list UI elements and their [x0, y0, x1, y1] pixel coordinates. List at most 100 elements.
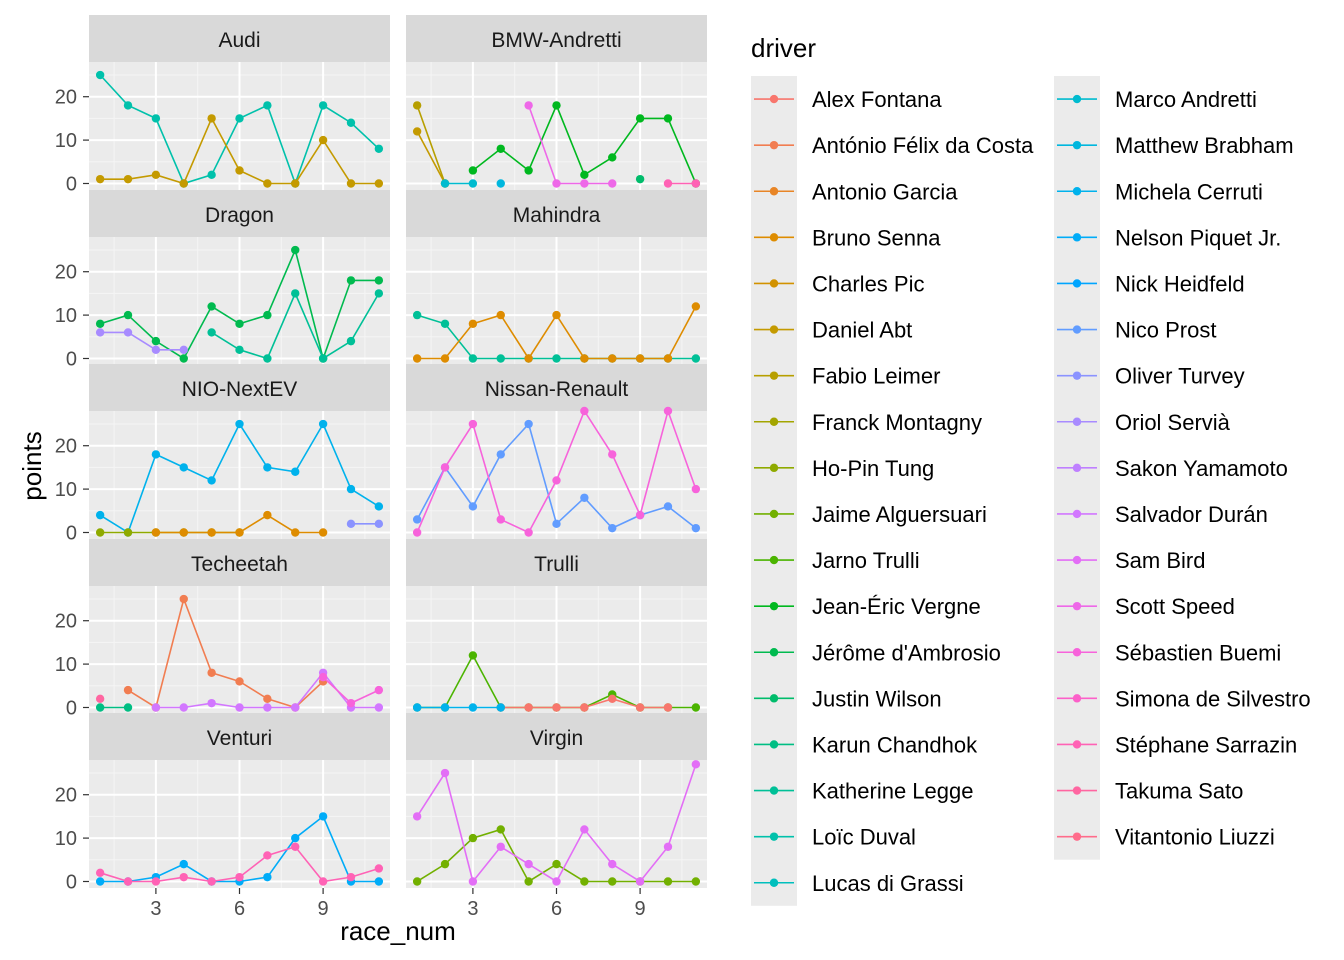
legend-item: Alex Fontana [754, 87, 942, 112]
data-point [374, 502, 384, 511]
data-point [95, 528, 105, 537]
data-point [374, 144, 384, 153]
data-point [412, 127, 422, 136]
data-point [235, 114, 244, 123]
data-point [318, 354, 328, 363]
facet-title: Trulli [534, 553, 579, 576]
data-point [151, 877, 161, 886]
data-point [263, 872, 272, 882]
data-point [179, 463, 188, 472]
data-point [691, 179, 701, 188]
data-point [663, 406, 673, 416]
y-tick-label: 20 [55, 436, 77, 458]
data-point [235, 677, 244, 686]
facet-strip [89, 190, 390, 237]
legend-label: Sakon Yamamoto [1115, 456, 1288, 481]
data-point [608, 877, 617, 886]
legend-key-point [1072, 463, 1082, 473]
facet-title: Virgin [530, 727, 583, 750]
data-point [412, 101, 422, 110]
legend-label: Antonio Garcia [812, 179, 958, 204]
legend-key-point [1072, 832, 1082, 841]
legend-label: Bruno Senna [812, 225, 941, 250]
x-tick-label: 6 [551, 898, 562, 920]
facet-panel: Venturi 0 10 20 3 6 9 [55, 713, 390, 920]
legend-key-point [769, 694, 779, 703]
data-point [580, 877, 589, 886]
data-point [291, 179, 300, 188]
legend-key-point [769, 740, 779, 749]
facet-strip [406, 190, 707, 237]
y-tick-label: 0 [66, 697, 77, 719]
x-axis-title: race_num [340, 916, 456, 946]
data-point [123, 703, 133, 712]
data-point [635, 114, 645, 123]
legend-label: Loïc Duval [812, 825, 916, 850]
data-point [263, 310, 272, 320]
data-point [412, 310, 422, 320]
data-point [552, 859, 561, 869]
data-point [663, 179, 673, 188]
data-point [608, 179, 617, 188]
series-line [527, 105, 613, 185]
x-tick-label: 3 [150, 898, 161, 920]
legend-label: Nico Prost [1115, 318, 1216, 343]
legend-label: Katherine Legge [812, 779, 973, 804]
data-point [440, 319, 450, 328]
data-point [524, 528, 533, 537]
data-point [580, 406, 589, 416]
data-point [123, 174, 133, 184]
data-point [318, 877, 328, 886]
facet-title: Dragon [205, 204, 274, 227]
facet-strip [406, 713, 707, 760]
data-point [263, 851, 272, 860]
data-point [291, 467, 300, 476]
legend-key-point [1072, 694, 1082, 703]
legend-item: Charles Pic [754, 271, 924, 296]
facet-panel: Trulli [406, 539, 707, 714]
legend-key-point [769, 233, 779, 242]
facet-panel: Virgin 3 6 9 [406, 713, 707, 920]
data-point [151, 450, 161, 459]
data-point [235, 419, 244, 429]
legend-label: Jean-Éric Vergne [812, 594, 981, 619]
legend-key-point [769, 140, 779, 150]
data-point [95, 694, 105, 704]
data-point [468, 179, 478, 188]
facet-strip [89, 539, 390, 586]
data-point [496, 310, 505, 320]
data-point [179, 703, 188, 712]
legend-item: Lucas di Grassi [754, 871, 964, 896]
legend-key-point [1072, 279, 1082, 288]
legend-item: Bruno Senna [754, 225, 941, 250]
legend-item: Jarno Trulli [754, 548, 920, 573]
data-point [440, 768, 450, 778]
data-point [552, 519, 561, 529]
data-point [496, 179, 505, 188]
legend-item: Justin Wilson [754, 686, 942, 711]
data-point [207, 528, 216, 537]
data-point [496, 515, 505, 524]
legend-label: Oliver Turvey [1115, 364, 1245, 389]
data-point [318, 101, 328, 110]
data-point [95, 319, 105, 328]
legend-item: Jaime Alguersuari [754, 502, 987, 527]
data-point [468, 419, 478, 429]
legend-key-point [769, 648, 779, 657]
series-line [416, 131, 446, 184]
data-point [263, 179, 272, 188]
data-point [468, 651, 478, 660]
data-point [552, 476, 561, 485]
data-point [663, 877, 673, 886]
data-point [468, 354, 478, 363]
facet-title: Mahindra [513, 204, 601, 227]
legend-key-point [1072, 555, 1082, 565]
data-point [291, 703, 300, 712]
legend-item: Nelson Piquet Jr. [1057, 225, 1281, 250]
data-point [663, 703, 673, 712]
legend-label: Matthew Brabham [1115, 133, 1294, 158]
data-point [440, 179, 450, 188]
legend-key-background [751, 76, 797, 906]
data-point [524, 354, 533, 363]
legend-label: Vitantonio Liuzzi [1115, 825, 1275, 850]
